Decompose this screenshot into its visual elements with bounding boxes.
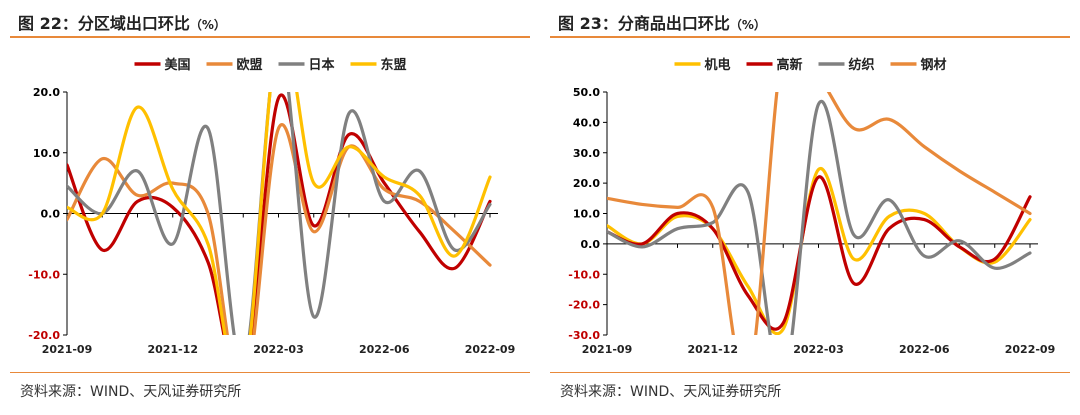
- x-tick-label: 2021-12: [688, 343, 739, 356]
- series-line: [607, 175, 1032, 331]
- y-tick-label: 10.0: [33, 147, 60, 160]
- series-line: [67, 123, 492, 335]
- y-tick-label: 30.0: [573, 147, 600, 160]
- source-rule: [10, 372, 530, 373]
- legend-label: 美国: [165, 57, 191, 73]
- title-rule: [550, 36, 1070, 38]
- chart-panel-right: 图 23：分商品出口环比（%） 机电 高新 纺织 钢材 50.0 40.0 30.0 20.0…: [550, 0, 1070, 415]
- y-tick-label: 0.0: [41, 208, 61, 221]
- series-group: [67, 92, 492, 335]
- x-tick-label: 2021-12: [148, 343, 199, 356]
- series-line: [607, 92, 1032, 335]
- series-line: [67, 93, 492, 335]
- x-tick-label: 2021-09: [582, 343, 633, 356]
- x-tick-label: 2022-03: [793, 343, 844, 356]
- legend-label: 东盟: [381, 57, 407, 73]
- y-tick-label: 0.0: [581, 238, 601, 251]
- x-tick-label: 2022-06: [899, 343, 950, 356]
- series-line: [607, 99, 1032, 335]
- legend-label: 欧盟: [237, 57, 263, 73]
- y-tick-label: -10.0: [568, 268, 600, 281]
- source-note: 资料来源：WIND、天风证券研究所: [560, 384, 782, 400]
- chart-title: 图 23：分商品出口环比（%）: [558, 14, 766, 33]
- x-tick-label: 2022-09: [465, 343, 516, 356]
- chart-panel-left: 图 22：分区域出口环比（%） 美国 欧盟 日本 东盟 20.0 10.0 0.0 -10.0…: [10, 0, 530, 415]
- y-tick-label: 40.0: [573, 116, 600, 129]
- x-tick-label: 2022-09: [1005, 343, 1056, 356]
- y-tick-label: 20.0: [573, 177, 600, 190]
- legend-label: 机电: [705, 57, 731, 73]
- y-tick-label: -10.0: [28, 268, 60, 281]
- legend-label: 钢材: [921, 57, 947, 73]
- y-tick-label: -30.0: [568, 329, 600, 342]
- series-group: [607, 92, 1032, 335]
- line-chart-commodity: 机电 高新 纺织 钢材 50.0 40.0 30.0 20.0 10.0 0.0 -10.0 -20.…: [568, 57, 1056, 356]
- title-rule: [10, 36, 530, 38]
- y-tick-label: 20.0: [33, 86, 60, 99]
- legend-label: 纺织: [849, 57, 875, 73]
- y-tick-label: -20.0: [28, 329, 60, 342]
- y-tick-label: -20.0: [568, 299, 600, 312]
- x-tick-label: 2022-03: [253, 343, 304, 356]
- chart-title: 图 22：分区域出口环比（%）: [18, 14, 226, 33]
- legend-label: 日本: [309, 57, 335, 73]
- x-tick-label: 2021-09: [42, 343, 93, 356]
- y-tick-label: 10.0: [573, 208, 600, 221]
- source-rule: [550, 372, 1070, 373]
- series-line: [67, 92, 492, 335]
- legend-label: 高新: [777, 57, 803, 73]
- x-tick-label: 2022-06: [359, 343, 410, 356]
- source-note: 资料来源：WIND、天风证券研究所: [20, 384, 242, 400]
- series-line: [67, 92, 492, 335]
- y-tick-label: 50.0: [573, 86, 600, 99]
